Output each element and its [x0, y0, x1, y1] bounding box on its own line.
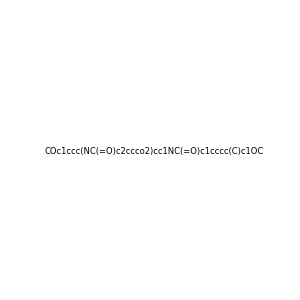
Text: COc1ccc(NC(=O)c2ccco2)cc1NC(=O)c1cccc(C)c1OC: COc1ccc(NC(=O)c2ccco2)cc1NC(=O)c1cccc(C)…: [44, 147, 263, 156]
